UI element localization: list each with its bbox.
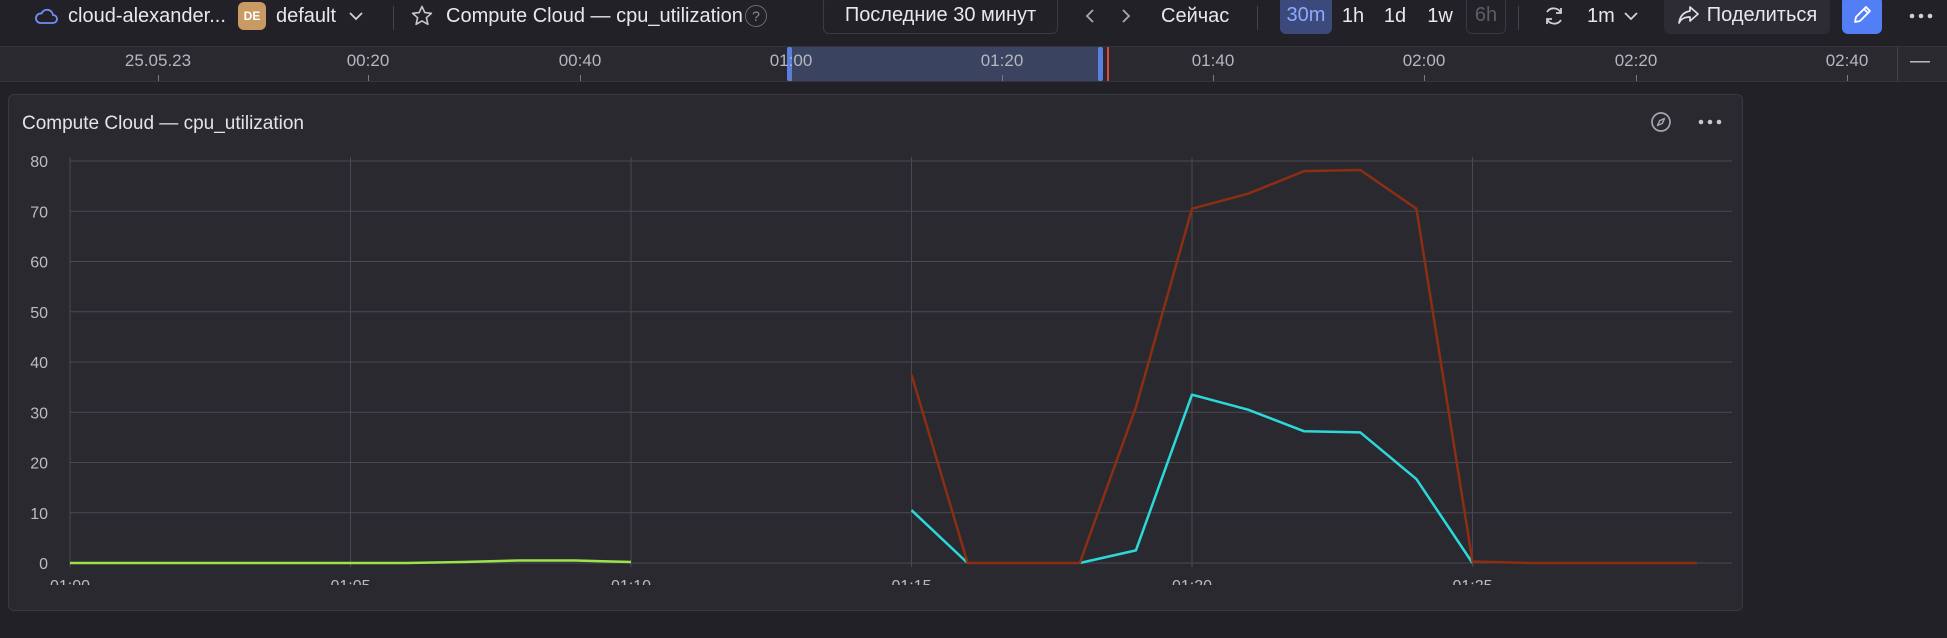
- more-button[interactable]: [1906, 0, 1936, 32]
- top-bar: cloud-alexander... DE default Compute Cl…: [0, 0, 1947, 46]
- refresh-interval-select[interactable]: 1m: [1587, 0, 1639, 32]
- timeline-navigator[interactable]: 25.05.23 00:20 00:40 01:00 01:20 01:40 0…: [0, 46, 1947, 82]
- share-icon: [1677, 4, 1701, 26]
- y-tick-label: 70: [30, 204, 48, 221]
- timeline-label: 02:40: [1825, 51, 1869, 70]
- y-tick-label: 0: [39, 556, 48, 573]
- chevron-down-icon: [348, 11, 364, 21]
- y-tick-label: 40: [30, 355, 48, 372]
- timeline-now-marker: [1107, 47, 1109, 81]
- timeline-label: 01:00: [769, 51, 813, 70]
- timeline-handle-left[interactable]: [787, 47, 792, 81]
- y-tick-label: 50: [30, 305, 48, 322]
- panel-title: Compute Cloud — cpu_utilization: [22, 113, 304, 134]
- timeline-label: 01:20: [980, 51, 1024, 70]
- timeline-tick: [791, 75, 792, 81]
- help-button[interactable]: ?: [745, 0, 767, 32]
- folder-name: default: [276, 4, 337, 27]
- time-range-button[interactable]: Последние 30 минут: [823, 0, 1058, 34]
- timeline-label: 00:20: [346, 51, 390, 70]
- pencil-icon: [1851, 4, 1873, 26]
- y-tick-label: 80: [30, 155, 48, 171]
- now-button[interactable]: Сейчас: [1161, 4, 1230, 27]
- preset-1w[interactable]: 1w: [1427, 4, 1453, 27]
- favorite-button[interactable]: [410, 0, 434, 32]
- refresh-icon: [1542, 4, 1566, 28]
- chevron-down-icon: [1623, 11, 1639, 21]
- share-button[interactable]: Поделиться: [1664, 0, 1830, 34]
- dashboard-title: Compute Cloud — cpu_utilization: [446, 4, 743, 27]
- y-tick-label: 10: [30, 506, 48, 523]
- x-tick-label: 01:05: [330, 578, 370, 585]
- x-tick-label: 01:25: [1452, 578, 1492, 585]
- preset-1h[interactable]: 1h: [1341, 4, 1365, 27]
- x-tick-label: 01:10: [611, 578, 651, 585]
- more-icon: [1909, 13, 1933, 19]
- x-tick-label: 01:20: [1172, 578, 1212, 585]
- folder-selector[interactable]: DE default: [238, 0, 364, 32]
- timeline-collapse-button[interactable]: —: [1910, 50, 1930, 72]
- series-line-3[interactable]: [910, 168, 1697, 565]
- timeline-tick: [158, 75, 159, 81]
- timeline-tick: [368, 75, 369, 81]
- share-label: Поделиться: [1706, 3, 1818, 26]
- timeline-label: 01:40: [1191, 51, 1235, 70]
- divider: [1897, 47, 1898, 81]
- star-icon: [410, 4, 434, 28]
- timeline-label: 02:20: [1614, 51, 1658, 70]
- compass-icon[interactable]: [1650, 111, 1672, 133]
- preset-1d[interactable]: 1d: [1383, 4, 1407, 27]
- cloud-selector[interactable]: cloud-alexander...: [34, 0, 226, 32]
- divider: [1257, 6, 1258, 30]
- timeline-selection[interactable]: [789, 47, 1101, 81]
- x-tick-label: 01:15: [891, 578, 931, 585]
- timeline-tick: [1002, 75, 1003, 81]
- timeline-tick: [1847, 75, 1848, 81]
- timeline-tick: [580, 75, 581, 81]
- timeline-label: 25.05.23: [124, 51, 192, 70]
- help-icon: ?: [745, 5, 767, 27]
- y-tick-label: 20: [30, 456, 48, 473]
- series-line-1[interactable]: [910, 509, 969, 564]
- timeline-tick: [1424, 75, 1425, 81]
- edit-button[interactable]: [1842, 0, 1882, 34]
- timeline-label: 02:00: [1402, 51, 1446, 70]
- folder-badge: DE: [238, 2, 266, 30]
- more-icon[interactable]: [1698, 119, 1722, 125]
- preset-30m[interactable]: 30m: [1280, 0, 1332, 34]
- chart-panel: Compute Cloud — cpu_utilization 0 10 20 30 4…: [8, 94, 1743, 611]
- timeline-label: 00:40: [558, 51, 602, 70]
- cpu-utilization-chart[interactable]: 0 10 20 30 40 50 60 70 80 01:00 01:05 01:10 01:15 01:…: [9, 155, 1742, 585]
- cloud-name: cloud-alexander...: [68, 4, 226, 27]
- timeline-tick: [1636, 75, 1637, 81]
- timeline-handle-right[interactable]: [1098, 47, 1103, 81]
- divider: [393, 6, 394, 30]
- prev-period-button[interactable]: [1078, 0, 1102, 32]
- series-line-2[interactable]: [1079, 393, 1474, 565]
- x-tick-label: 01:00: [50, 578, 90, 585]
- chevron-left-icon: [1085, 8, 1095, 24]
- series-line-0[interactable]: [70, 559, 632, 565]
- next-period-button[interactable]: [1114, 0, 1138, 32]
- chevron-right-icon: [1121, 8, 1131, 24]
- refresh-button[interactable]: [1540, 0, 1568, 32]
- divider: [1518, 6, 1519, 30]
- y-tick-label: 60: [30, 255, 48, 272]
- cloud-icon: [34, 7, 58, 25]
- timeline-tick: [1213, 75, 1214, 81]
- preset-6h: 6h: [1466, 0, 1506, 34]
- panel-actions: [1650, 111, 1722, 133]
- refresh-interval-value: 1m: [1587, 4, 1615, 27]
- y-tick-label: 30: [30, 405, 48, 422]
